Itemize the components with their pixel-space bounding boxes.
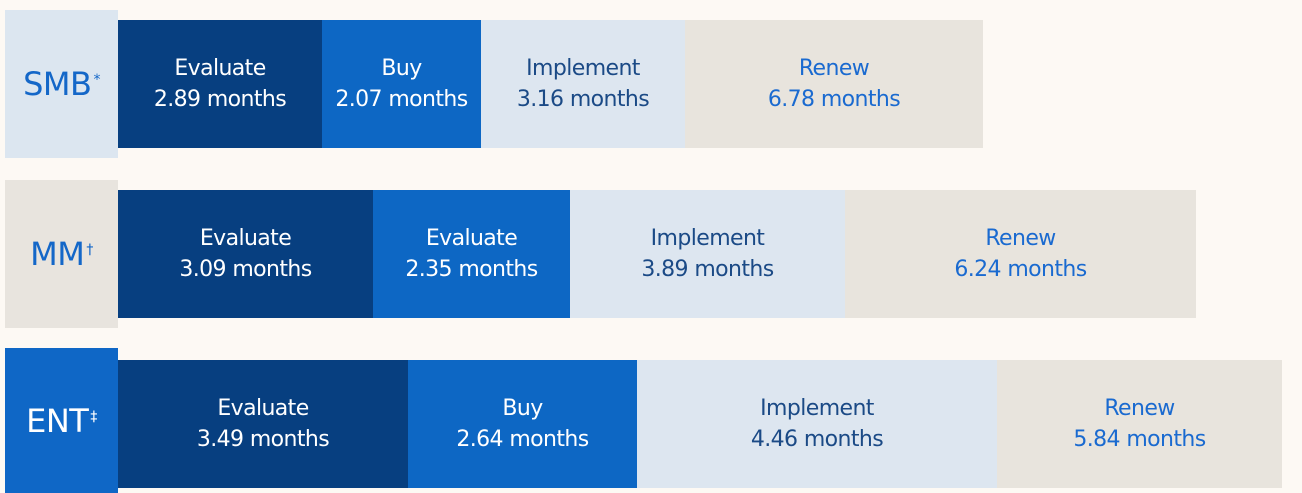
row-footnote-mark: * xyxy=(93,72,100,88)
stage-segment: Evaluate 3.09 months xyxy=(118,190,373,318)
row-name: MM xyxy=(30,235,85,273)
stage-segment: Implement 4.46 months xyxy=(637,360,997,488)
stage-name: Renew xyxy=(798,56,870,81)
row-label: MM † xyxy=(5,180,118,328)
row-footnote-mark: ‡ xyxy=(90,408,97,425)
stage-segment: Evaluate 2.89 months xyxy=(118,20,322,148)
stage-name: Implement xyxy=(760,396,874,421)
stage-name: Evaluate xyxy=(174,56,266,81)
stage-segment: Renew 6.78 months xyxy=(685,20,983,148)
stage-name: Evaluate xyxy=(217,396,309,421)
stage-duration: 5.84 months xyxy=(1073,427,1206,452)
stage-duration: 2.35 months xyxy=(405,257,538,282)
stage-duration: 4.46 months xyxy=(750,427,884,452)
stage-segment: Evaluate 2.35 months xyxy=(373,190,570,318)
row-footnote-mark: † xyxy=(86,242,93,258)
stage-duration: 6.78 months xyxy=(767,87,901,112)
stage-name: Evaluate xyxy=(199,226,292,251)
stage-name: Implement xyxy=(526,56,640,81)
stage-duration: 2.07 months xyxy=(335,87,468,112)
stage-name: Buy xyxy=(381,56,422,81)
stage-duration: 3.09 months xyxy=(179,257,312,282)
stage-duration: 3.49 months xyxy=(196,427,330,452)
stage-segment: Renew 6.24 months xyxy=(845,190,1196,318)
stage-name: Evaluate xyxy=(425,226,518,251)
stage-duration: 3.89 months xyxy=(641,257,774,282)
stage-segment: Implement 3.89 months xyxy=(570,190,845,318)
stage-name: Renew xyxy=(985,226,1056,251)
stage-name: Renew xyxy=(1104,396,1175,421)
stage-duration: 6.24 months xyxy=(954,257,1087,282)
row-label: ENT ‡ xyxy=(5,348,118,493)
stage-name: Implement xyxy=(650,226,765,251)
stage-duration: 3.16 months xyxy=(516,87,650,112)
stage-segment: Evaluate 3.49 months xyxy=(118,360,408,488)
stage-segment: Buy 2.64 months xyxy=(408,360,637,488)
stage-segment: Implement 3.16 months xyxy=(481,20,685,148)
stage-duration: 2.89 months xyxy=(153,87,287,112)
stage-duration: 2.64 months xyxy=(456,427,589,452)
row-name: ENT xyxy=(26,401,89,440)
stage-name: Buy xyxy=(502,396,543,421)
stage-segment: Buy 2.07 months xyxy=(322,20,481,148)
row-name: SMB xyxy=(23,65,92,103)
row-label: SMB * xyxy=(5,10,118,158)
stage-segment: Renew 5.84 months xyxy=(997,360,1282,488)
